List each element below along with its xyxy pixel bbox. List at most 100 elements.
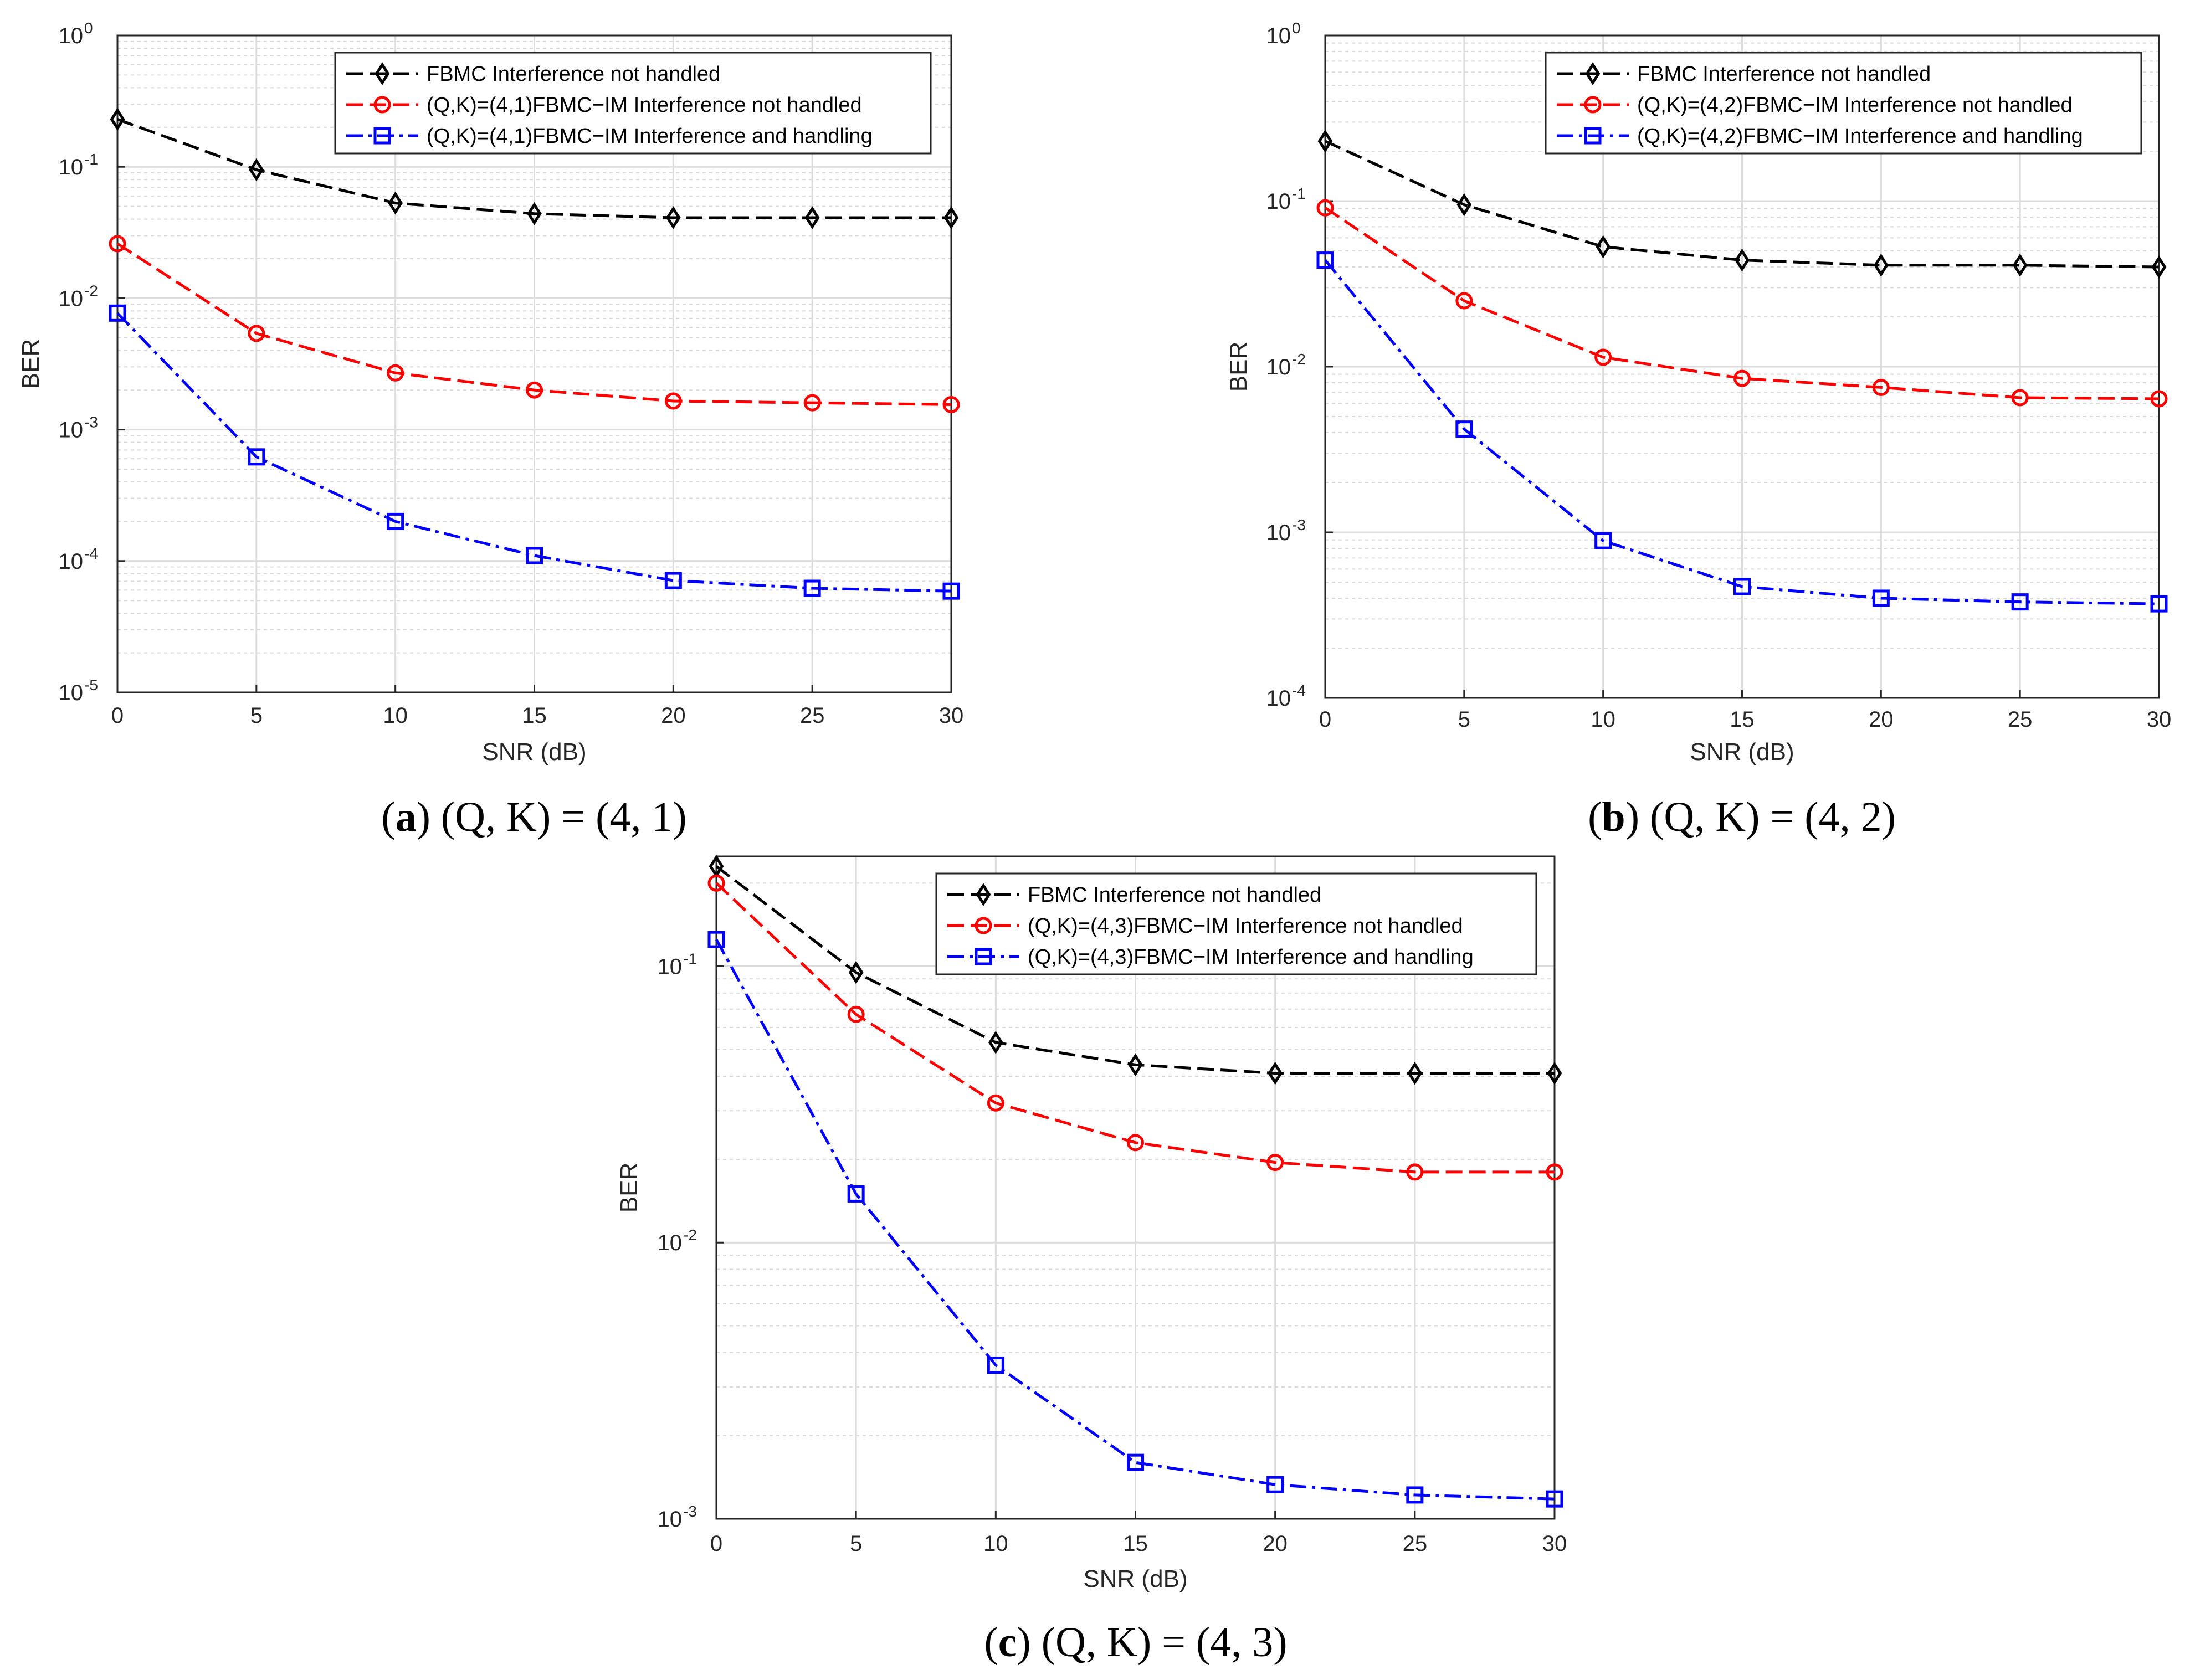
series-line <box>116 312 952 593</box>
legend-marker <box>1584 127 1602 145</box>
data-point-marker <box>387 364 404 382</box>
y-tick-exponent: -3 <box>84 414 98 431</box>
data-point-marker <box>847 1005 865 1023</box>
y-axis-label: BER <box>616 1163 643 1213</box>
x-tick-label: 20 <box>1263 1532 1288 1556</box>
series-3 <box>109 304 960 600</box>
x-tick-label: 15 <box>1123 1532 1148 1556</box>
series-1 <box>709 855 1562 1085</box>
y-tick-exponent: -3 <box>1292 516 1306 533</box>
caption-text: (Q, K) = (4, 3) <box>1042 1619 1288 1666</box>
x-tick-label: 0 <box>710 1532 722 1556</box>
series-3 <box>707 931 1563 1508</box>
legend-marker <box>1585 62 1601 85</box>
data-point-marker <box>803 394 821 412</box>
y-axis-label: BER <box>17 339 44 389</box>
y-axis-label: BER <box>1225 342 1252 392</box>
data-point-marker <box>110 107 125 131</box>
x-tick-label: 25 <box>1403 1532 1428 1556</box>
y-tick-exponent: -4 <box>1292 682 1306 699</box>
data-point-marker <box>2150 390 2168 408</box>
data-point-marker <box>943 206 959 229</box>
data-point-marker <box>1873 253 1889 277</box>
legend-entry-label: (Q,K)=(4,2)FBMC−IM Interference and hand… <box>1637 125 2083 148</box>
legend-box <box>334 52 932 155</box>
data-point-marker <box>248 448 265 466</box>
data-point-marker <box>1317 129 1333 153</box>
figure-caption: (b) (Q, K) = (4, 2) <box>1588 794 1896 840</box>
data-point-marker <box>526 547 543 564</box>
legend: FBMC Interference not handled (Q,K)=(4,2)… <box>1545 52 2142 155</box>
x-tick-label: 10 <box>383 703 408 728</box>
y-tick-exponent: -5 <box>84 676 98 693</box>
y-tick-label: 10 <box>59 24 84 48</box>
series-line <box>117 118 951 219</box>
data-point-marker <box>988 1031 1003 1054</box>
data-point-marker <box>1316 199 1334 217</box>
data-point-marker <box>1268 1061 1283 1085</box>
x-tick-label: 30 <box>939 703 964 728</box>
data-point-marker <box>803 579 821 597</box>
y-tick-exponent: -3 <box>683 1503 697 1520</box>
legend-entry-label: (Q,K)=(4,3)FBMC−IM Interference not hand… <box>1028 915 1463 938</box>
series-2 <box>707 874 1563 1181</box>
x-tick-label: 25 <box>2008 707 2033 732</box>
y-tick-exponent: -2 <box>683 1226 697 1244</box>
data-point-marker <box>1455 292 1473 310</box>
series-line <box>715 938 1555 1501</box>
x-tick-label: 0 <box>111 703 124 728</box>
legend-box <box>1545 52 2142 155</box>
series-line <box>116 242 952 406</box>
caption-text: (Q, K) = (4, 2) <box>1650 794 1896 840</box>
legend-entry-label: (Q,K)=(4,1)FBMC−IM Interference and hand… <box>427 125 873 148</box>
data-point-marker <box>1127 1134 1144 1152</box>
data-point-marker <box>248 325 265 342</box>
series-line <box>1324 207 2160 400</box>
data-point-marker <box>2011 389 2029 407</box>
data-point-marker <box>804 206 820 229</box>
legend-entry-label: (Q,K)=(4,3)FBMC−IM Interference and hand… <box>1028 946 1474 969</box>
x-axis-label: SNR (dB) <box>1690 738 1794 765</box>
data-point-marker <box>2151 255 2167 279</box>
x-tick-label: 15 <box>1730 707 1755 732</box>
data-point-marker <box>987 1094 1004 1112</box>
data-point-marker <box>1594 532 1612 549</box>
data-point-marker <box>707 931 725 948</box>
y-tick-exponent: -1 <box>84 151 98 168</box>
x-tick-label: 30 <box>1542 1532 1567 1556</box>
series-2 <box>109 235 960 413</box>
data-point-marker <box>664 392 682 410</box>
x-tick-label: 5 <box>250 703 263 728</box>
data-point-marker <box>1733 369 1751 387</box>
data-point-marker <box>664 572 682 589</box>
data-point-marker <box>387 512 404 530</box>
figure-caption: (a) (Q, K) = (4, 1) <box>381 794 687 840</box>
data-point-marker <box>1546 1490 1563 1508</box>
legend-box <box>935 872 1537 975</box>
data-point-marker <box>1596 235 1611 259</box>
caption-letter: b <box>1602 794 1625 840</box>
data-point-marker <box>1872 589 1890 607</box>
data-point-marker <box>1546 1163 1563 1181</box>
data-point-marker <box>1547 1061 1562 1085</box>
data-point-marker <box>987 1357 1004 1374</box>
x-tick-label: 25 <box>800 703 825 728</box>
y-tick-label: 10 <box>59 681 84 705</box>
data-point-marker <box>109 304 126 322</box>
data-point-marker <box>2150 595 2168 613</box>
data-point-marker <box>1127 1453 1144 1471</box>
legend-entry-label: FBMC Interference not handled <box>1637 63 1931 86</box>
y-tick-exponent: 0 <box>1292 19 1301 37</box>
y-tick-label: 10 <box>658 1231 683 1255</box>
y-tick-label: 10 <box>59 549 84 574</box>
data-point-marker <box>707 874 725 892</box>
legend-entry-label: FBMC Interference not handled <box>427 63 720 86</box>
series-1 <box>110 107 959 229</box>
y-tick-label: 10 <box>59 418 84 443</box>
caption-text: (Q, K) = (4, 1) <box>441 794 687 840</box>
y-tick-exponent: 0 <box>84 19 93 37</box>
caption-letter: a <box>396 794 417 840</box>
x-tick-label: 5 <box>1458 707 1470 732</box>
data-point-marker <box>942 395 960 413</box>
